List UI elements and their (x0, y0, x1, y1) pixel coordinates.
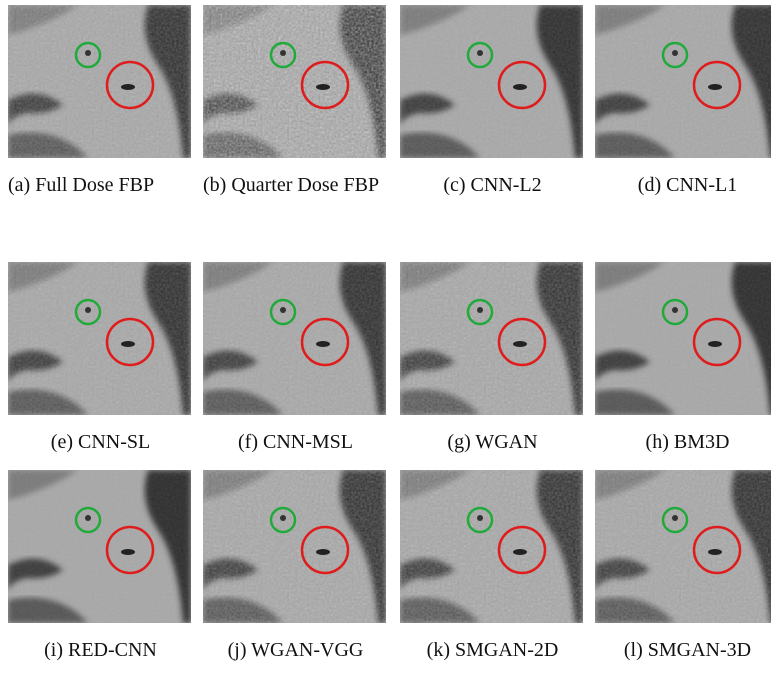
panel: (e) CNN-SL (8, 262, 193, 456)
panel: (b) Quarter Dose FBP (203, 5, 388, 199)
caption: (f) CNN-MSL (203, 429, 388, 456)
panel: (f) CNN-MSL (203, 262, 388, 456)
ct-image (8, 262, 191, 415)
panel: (c) CNN-L2 (400, 5, 585, 199)
panel: (k) SMGAN-2D (400, 470, 585, 664)
ct-image (595, 262, 771, 415)
panel: (d) CNN-L1 (595, 5, 771, 199)
ct-image (400, 262, 583, 415)
panel: (g) WGAN (400, 262, 585, 456)
ct-image (8, 5, 191, 158)
caption: (a) Full Dose FBP (8, 172, 193, 199)
panel: (j) WGAN-VGG (203, 470, 388, 664)
ct-image (8, 470, 191, 623)
caption: (b) Quarter Dose FBP (203, 172, 388, 199)
panel: (i) RED-CNN (8, 470, 193, 664)
caption: (c) CNN-L2 (400, 172, 585, 199)
caption: (h) BM3D (595, 429, 771, 456)
ct-image (203, 470, 386, 623)
caption: (i) RED-CNN (8, 637, 193, 664)
caption: (l) SMGAN-3D (595, 637, 771, 664)
panel: (h) BM3D (595, 262, 771, 456)
ct-image (595, 5, 771, 158)
ct-image (203, 5, 386, 158)
caption: (d) CNN-L1 (595, 172, 771, 199)
ct-image (400, 5, 583, 158)
caption: (j) WGAN-VGG (203, 637, 388, 664)
ct-image (595, 470, 771, 623)
panel: (a) Full Dose FBP (8, 5, 193, 199)
ct-image (400, 470, 583, 623)
caption: (k) SMGAN-2D (400, 637, 585, 664)
caption: (g) WGAN (400, 429, 585, 456)
panel: (l) SMGAN-3D (595, 470, 771, 664)
ct-image (203, 262, 386, 415)
figure: (a) Full Dose FBP (b) Quarter Dose FBP (c)… (0, 0, 771, 686)
caption: (e) CNN-SL (8, 429, 193, 456)
